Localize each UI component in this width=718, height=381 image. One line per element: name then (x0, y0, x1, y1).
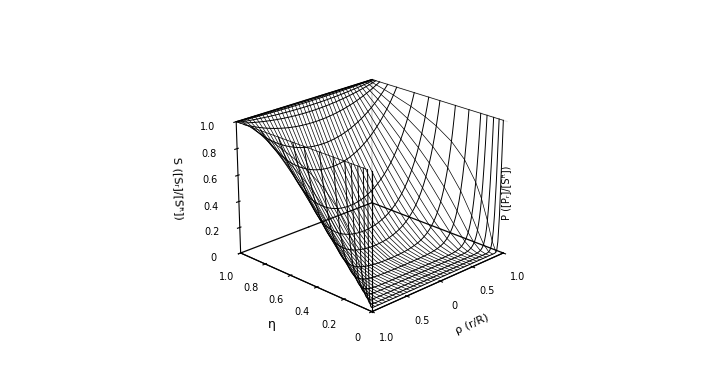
Text: P ([Pᵣ]/[Sᴿ]): P ([Pᵣ]/[Sᴿ]) (501, 165, 511, 219)
Y-axis label: η: η (268, 318, 276, 331)
X-axis label: ρ (r/R): ρ (r/R) (454, 313, 490, 336)
